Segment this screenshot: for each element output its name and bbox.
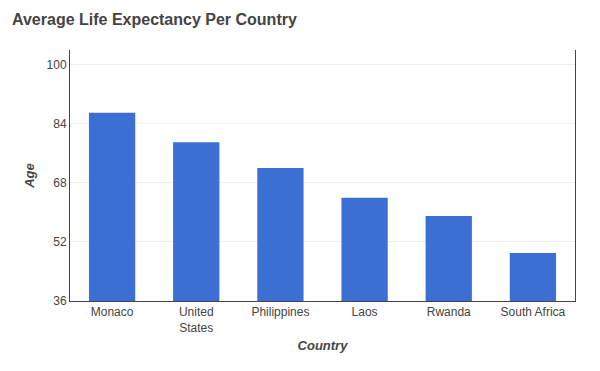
- svg-text:UnitedStates: UnitedStates: [179, 305, 214, 335]
- svg-text:52: 52: [53, 235, 67, 249]
- svg-text:84: 84: [53, 117, 67, 131]
- svg-text:Rwanda: Rwanda: [427, 305, 471, 319]
- svg-text:36: 36: [53, 294, 67, 308]
- svg-text:Age: Age: [22, 163, 37, 189]
- svg-text:Laos: Laos: [352, 305, 378, 319]
- svg-text:Philippines: Philippines: [251, 305, 309, 319]
- svg-text:Average Life Expectancy Per Co: Average Life Expectancy Per Country: [12, 11, 297, 28]
- svg-text:100: 100: [47, 58, 67, 72]
- svg-text:Country: Country: [298, 338, 349, 353]
- svg-text:South Africa: South Africa: [501, 305, 566, 319]
- svg-text:68: 68: [53, 176, 67, 190]
- svg-text:Monaco: Monaco: [91, 305, 134, 319]
